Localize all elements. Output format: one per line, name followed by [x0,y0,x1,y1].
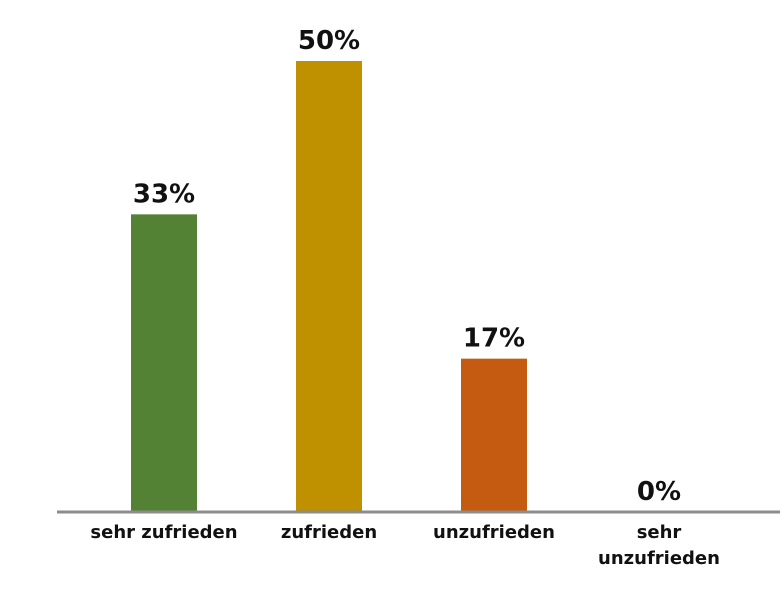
x-tick-label: unzufrieden [433,522,555,543]
x-tick-label: sehr unzufrieden [598,522,720,569]
x-tick-label: sehr zufrieden [90,522,238,543]
value-label: 17% [463,324,525,354]
value-label: 33% [133,179,195,209]
bar [461,358,527,512]
value-label: 0% [637,477,681,507]
value-label: 50% [298,26,360,56]
x-tick-label: zufrieden [280,522,378,543]
bar [296,61,362,512]
bar [131,214,197,512]
